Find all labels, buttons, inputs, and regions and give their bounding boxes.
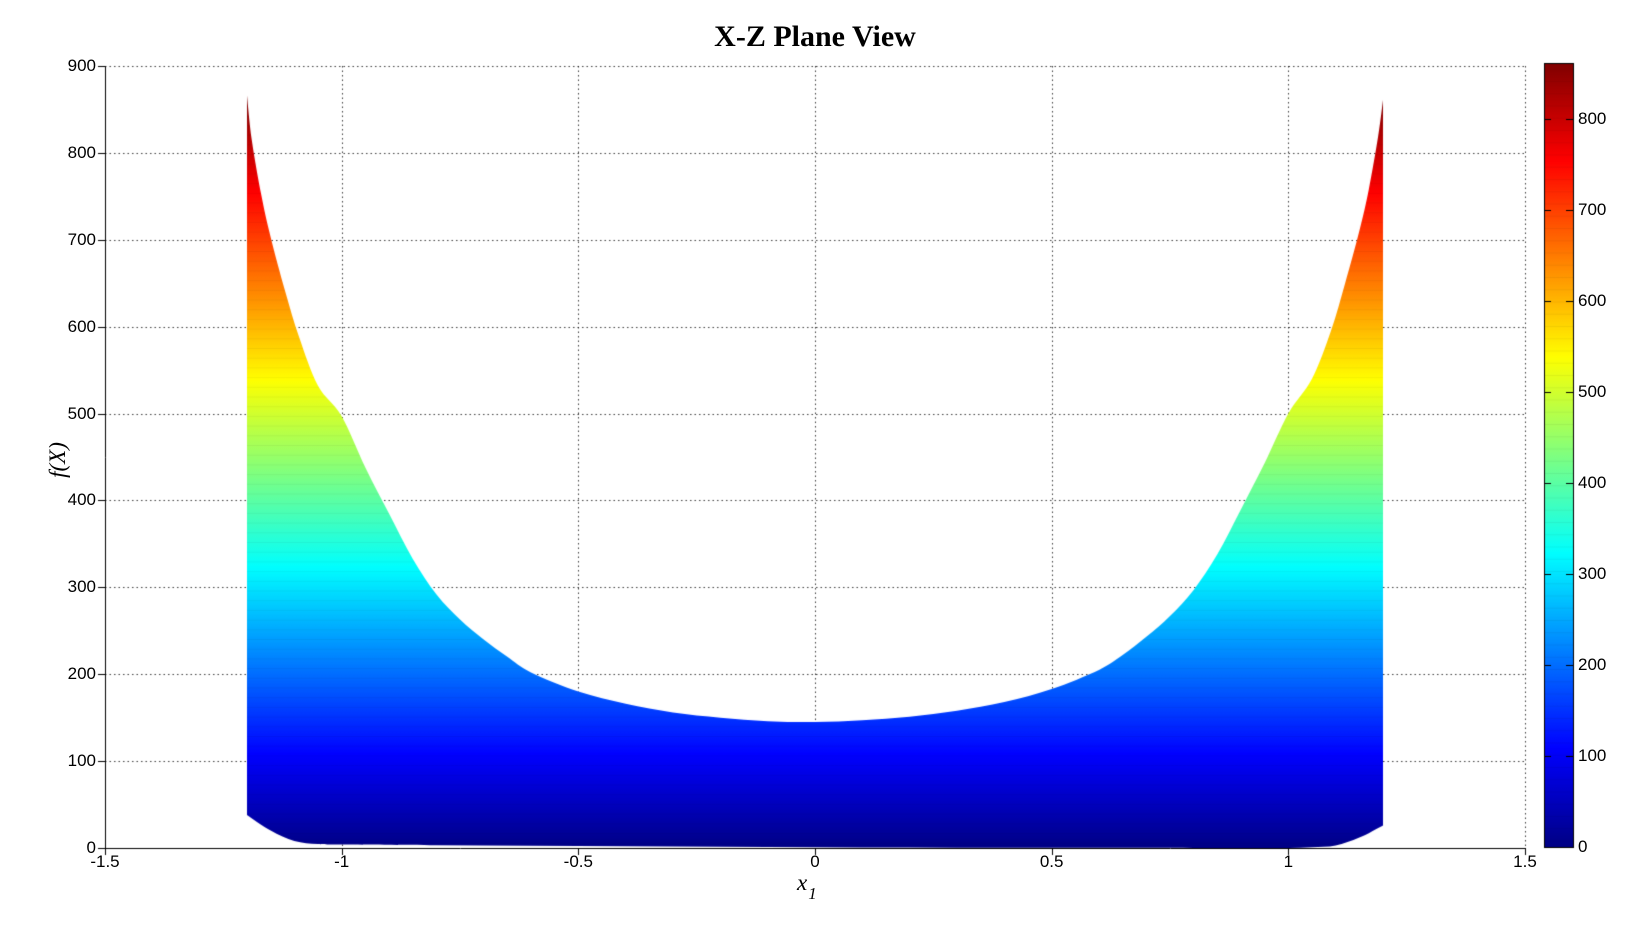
y-tick-label: 500 [67,403,96,423]
y-tick-label: 600 [67,316,96,336]
x-tick-label: -1 [334,852,350,871]
x-tick-label: 1 [1283,852,1294,871]
y-tick-label: 800 [67,142,96,162]
y-tick-label: 300 [67,577,96,597]
x-axis-label-subscript: 1 [808,884,817,903]
x-tick-label: 0.5 [1039,852,1064,871]
x-axis-label: x1 [797,870,817,903]
colorbar-tick-label: 600 [1578,291,1607,311]
colorbar-tick-label: 800 [1578,109,1607,129]
colorbar-tick-label: 500 [1578,382,1607,402]
x-tick-label: -0.5 [563,852,593,871]
y-tick-label: 100 [67,751,96,771]
y-tick-label: 400 [67,490,96,510]
y-tick-label: 200 [67,664,96,684]
colorbar-tick-label: 100 [1578,746,1607,766]
x-tick-label: 1.5 [1513,852,1537,871]
y-axis-label: f(X) [45,442,70,478]
y-tick-label: 700 [67,229,96,249]
y-tick-label: 900 [67,56,96,75]
x-tick-label: -1.5 [90,852,120,871]
colorbar-tick-label: 400 [1578,473,1607,493]
colorbar-tick-label: 700 [1578,200,1607,220]
x-tick-label: 0 [810,852,820,871]
colorbar-tick-label: 200 [1578,655,1607,675]
chart-title: X-Z Plane View [714,20,916,53]
x-axis-label-base: x [797,870,808,895]
colorbar-tick-label: 0 [1578,837,1588,856]
colorbar-tick-label: 300 [1578,564,1607,584]
y-tick-label: 0 [86,838,96,857]
